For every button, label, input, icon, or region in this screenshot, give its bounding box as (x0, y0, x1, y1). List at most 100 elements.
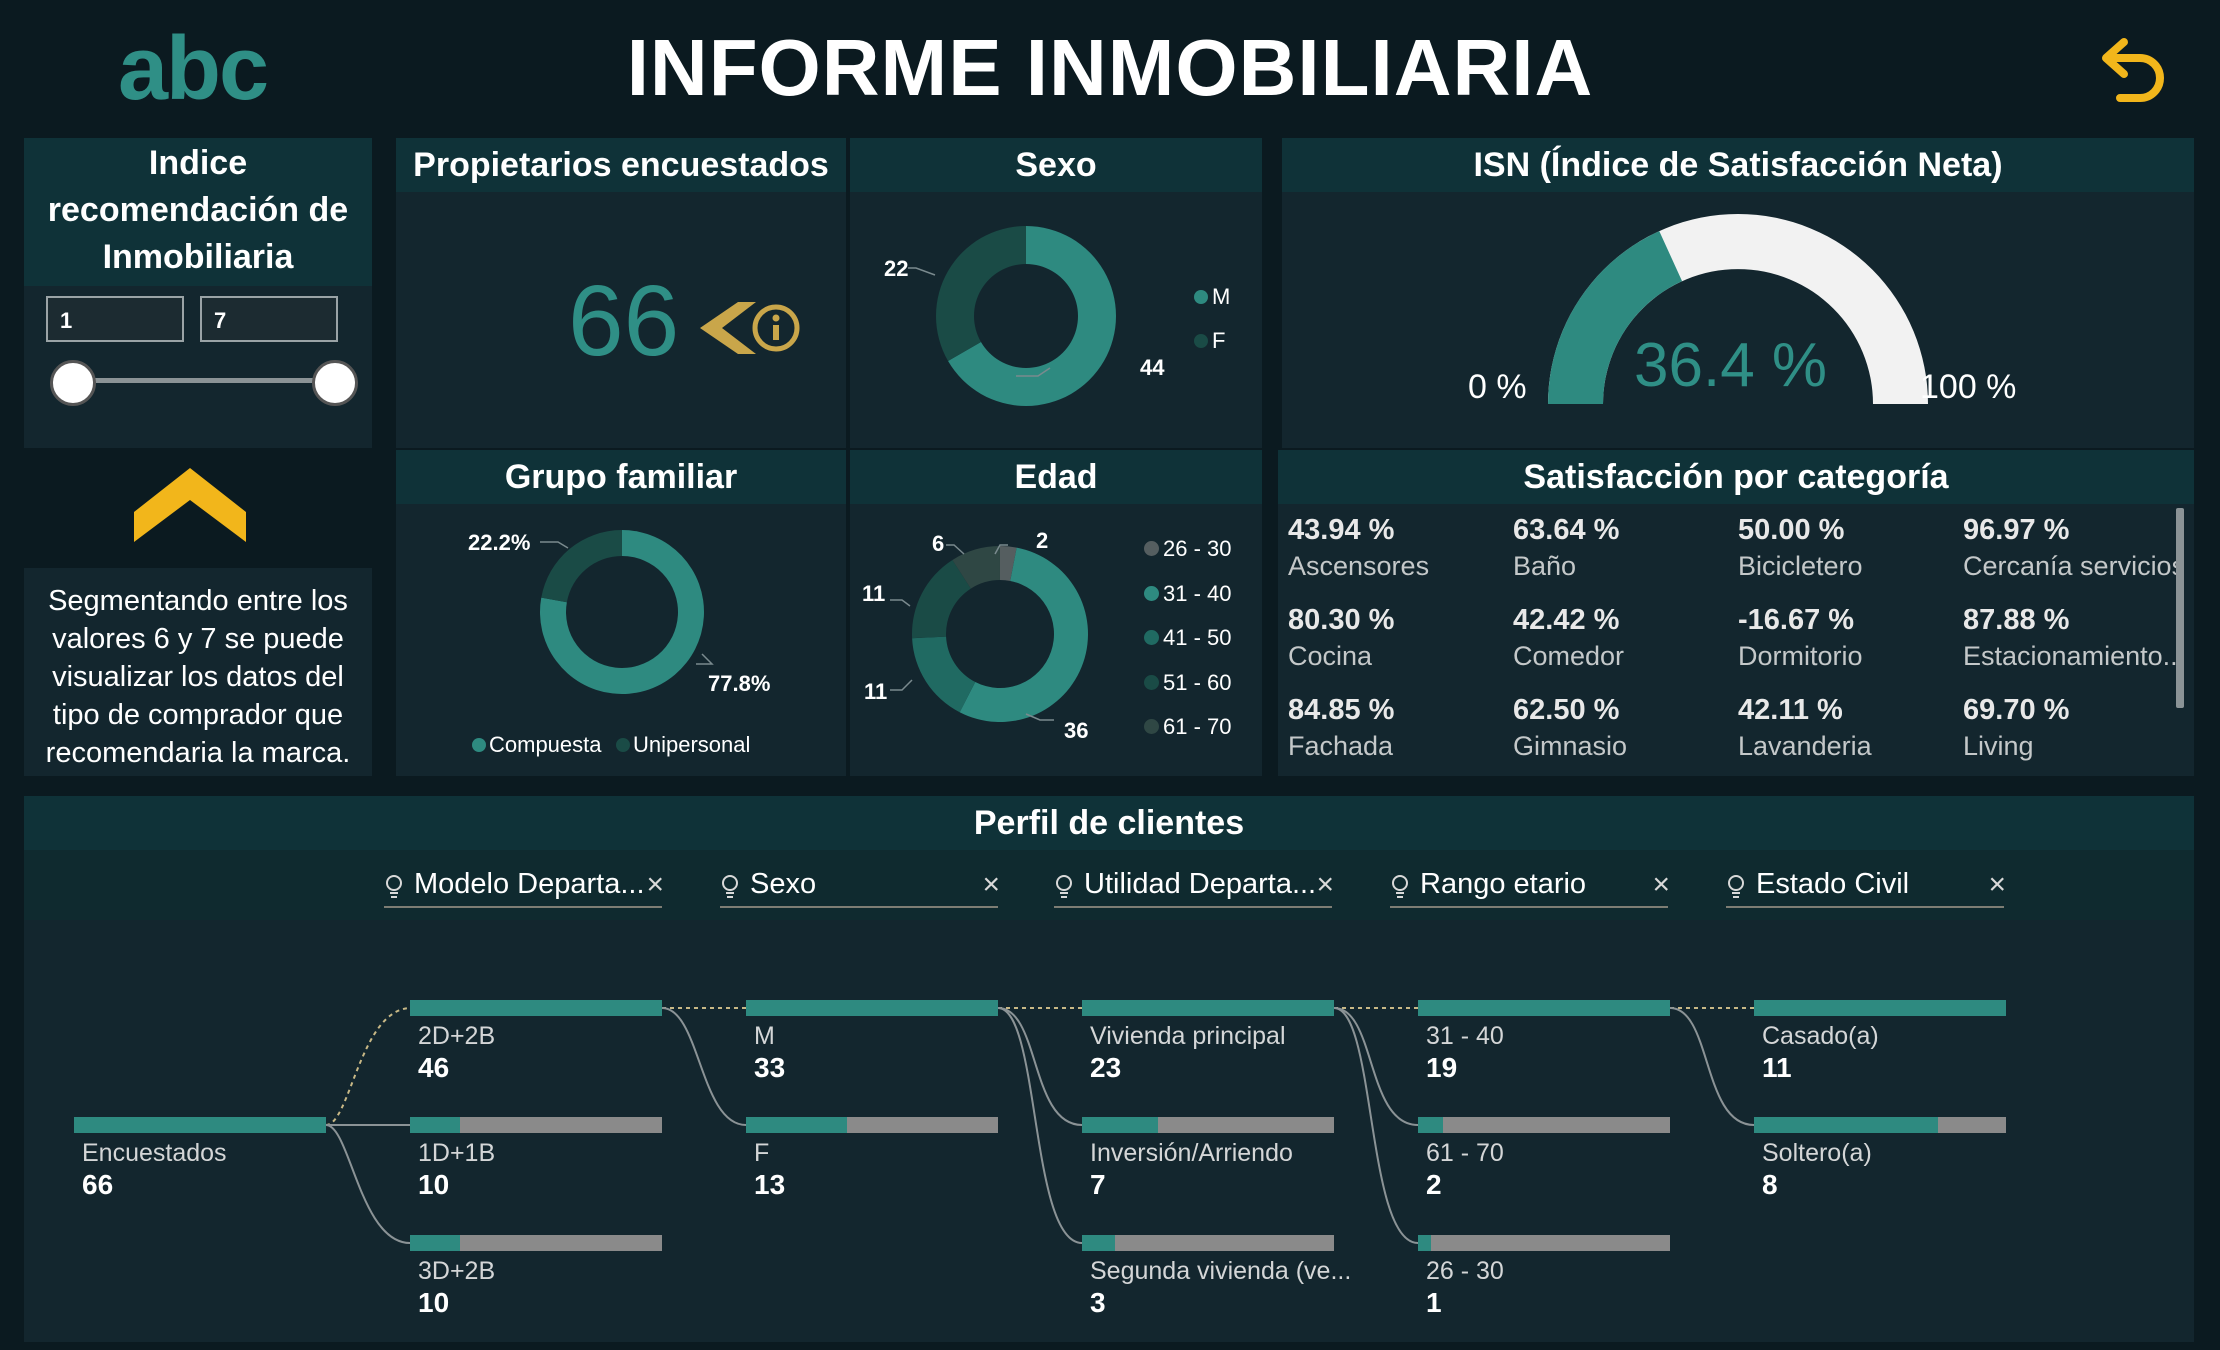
tree-node-bar[interactable] (1754, 1000, 2006, 1016)
tree-node-bar[interactable] (1082, 1117, 1334, 1133)
tree-node-fill (1754, 1117, 1938, 1133)
tree-node-bar[interactable] (1418, 1117, 1670, 1133)
slice-31-40[interactable] (959, 547, 1088, 722)
tree-node-fill (410, 1117, 461, 1133)
category-item[interactable]: 62.50 % Gimnasio (1513, 694, 1738, 762)
category-value: 80.30 % (1288, 604, 1395, 636)
tree-node-bar[interactable] (1418, 1235, 1670, 1251)
satisfaccion-card: Satisfacción por categoría 43.94 % Ascens… (1278, 450, 2194, 776)
slice-unipersonal[interactable] (541, 530, 622, 603)
tree-node-label: Casado(a) (1762, 1022, 1879, 1050)
filter-slicer[interactable]: Sexo × (720, 868, 1000, 908)
slice-f[interactable] (936, 226, 1026, 361)
tree-node-fill (1418, 1000, 1670, 1016)
filter-slicer[interactable]: Modelo Departa... × (384, 868, 664, 908)
category-value: 50.00 % (1738, 514, 1845, 546)
chevron-up-icon[interactable] (134, 468, 246, 542)
category-value: 42.11 % (1738, 694, 1843, 726)
tree-node-bar[interactable] (746, 1117, 998, 1133)
slice-61-70[interactable] (952, 546, 1000, 589)
legend-item-edad[interactable]: 26 - 30 (1144, 536, 1232, 581)
edad-chart: 6 2 11 11 36 (862, 528, 1088, 743)
tree-node-value: 66 (82, 1169, 114, 1200)
slice-51-60[interactable] (912, 559, 971, 639)
tree-node-value: 3 (1090, 1287, 1106, 1318)
tree-node-fill (746, 1000, 998, 1016)
legend-item-compuesta[interactable]: Compuesta (472, 732, 602, 757)
slider-max-input[interactable]: 7 (200, 296, 338, 342)
slicer-label: Rango etario (1420, 868, 1587, 900)
tree-node-value: 10 (418, 1169, 450, 1200)
slider-min-input[interactable]: 1 (46, 296, 184, 342)
tree-node-label: 31 - 40 (1426, 1022, 1504, 1050)
filter-slicer[interactable]: Utilidad Departa... × (1054, 868, 1334, 908)
grupo-label-unipersonal: 22.2% (468, 530, 530, 555)
tree-node-fill (410, 1235, 461, 1251)
category-value: 84.85 % (1288, 694, 1395, 726)
category-item[interactable]: 84.85 % Fachada (1288, 694, 1513, 762)
close-icon[interactable]: × (982, 868, 1000, 901)
tree-node-label: 1D+1B (418, 1139, 496, 1167)
category-item[interactable]: 69.70 % Living (1963, 694, 2178, 762)
category-item[interactable]: 42.11 % Lavanderia (1738, 694, 1963, 762)
legend-item-edad[interactable]: 31 - 40 (1144, 581, 1232, 626)
gauge-fill (1548, 231, 1683, 404)
filter-slicer[interactable]: Estado Civil × (1726, 868, 2006, 908)
back-arrow-icon[interactable] (2090, 28, 2170, 108)
category-item[interactable]: 43.94 % Ascensores (1288, 514, 1513, 582)
tree-node-bar[interactable] (1082, 1235, 1334, 1251)
close-icon[interactable]: × (1652, 868, 1670, 901)
tree-node-bar[interactable] (746, 1000, 998, 1016)
slider-handle-max[interactable] (312, 360, 358, 406)
lightbulb-icon (1056, 875, 1072, 898)
lightbulb-icon (722, 875, 738, 898)
legend-item-f[interactable]: F (1194, 328, 1230, 372)
tree-node-bar[interactable] (1418, 1000, 1670, 1016)
tree-node-bar[interactable] (410, 1000, 662, 1016)
scrollbar[interactable] (2176, 508, 2184, 708)
slicer-label: Utilidad Departa... (1084, 868, 1317, 900)
close-icon[interactable]: × (1316, 868, 1334, 901)
tree-node-label: Soltero(a) (1762, 1139, 1872, 1167)
tree-node-bar[interactable] (1754, 1117, 2006, 1133)
slice-26-30[interactable] (1000, 546, 1017, 581)
slider-handle-min[interactable] (50, 360, 96, 406)
grupo-chart: 22.2% 77.8% (468, 530, 770, 696)
tree-node-label: 61 - 70 (1426, 1139, 1504, 1167)
tree-node-bar[interactable] (1082, 1000, 1334, 1016)
category-item[interactable]: -16.67 % Dormitorio (1738, 604, 1963, 672)
category-item[interactable]: 87.88 % Estacionamiento... (1963, 604, 2178, 672)
legend-item-edad[interactable]: 41 - 50 (1144, 625, 1232, 670)
category-label: Gimnasio (1513, 731, 1628, 761)
tree-node-bar[interactable] (74, 1117, 326, 1133)
isn-title: ISN (Índice de Satisfacción Neta) (1282, 138, 2194, 192)
isn-gauge (1548, 214, 1928, 404)
range-slider[interactable] (48, 356, 358, 406)
page-title: INFORME INMOBILIARIA (626, 23, 1594, 112)
category-value: 87.88 % (1963, 604, 2070, 636)
close-icon[interactable]: × (646, 868, 664, 901)
category-item[interactable]: 42.42 % Comedor (1513, 604, 1738, 672)
close-icon[interactable]: × (1988, 868, 2006, 901)
category-item[interactable]: 50.00 % Bicicletero (1738, 514, 1963, 582)
info-icon[interactable] (696, 298, 806, 358)
slider-title: Indice recomendación de Inmobiliaria (24, 138, 372, 286)
slice-41-50[interactable] (912, 636, 976, 713)
legend-item-m[interactable]: M (1194, 284, 1230, 328)
category-item[interactable]: 96.97 % Cercanía servicios (1963, 514, 2178, 582)
tree-node-fill (1754, 1000, 2006, 1016)
filter-slicer[interactable]: Rango etario × (1390, 868, 1670, 908)
legend-item-unipersonal[interactable]: Unipersonal (615, 732, 750, 757)
category-item[interactable]: 63.64 % Baño (1513, 514, 1738, 582)
tree-node-label: F (754, 1139, 770, 1167)
tree-node-fill (1082, 1117, 1158, 1133)
slice-m[interactable] (948, 226, 1116, 406)
tree-node-bar[interactable] (410, 1117, 662, 1133)
legend-item-edad[interactable]: 61 - 70 (1144, 714, 1232, 759)
legend-item-edad[interactable]: 51 - 60 (1144, 670, 1232, 715)
tree-node-bar[interactable] (410, 1235, 662, 1251)
logo: abc (118, 19, 269, 119)
slice-compuesta[interactable] (540, 530, 704, 694)
category-item[interactable]: 80.30 % Cocina (1288, 604, 1513, 672)
